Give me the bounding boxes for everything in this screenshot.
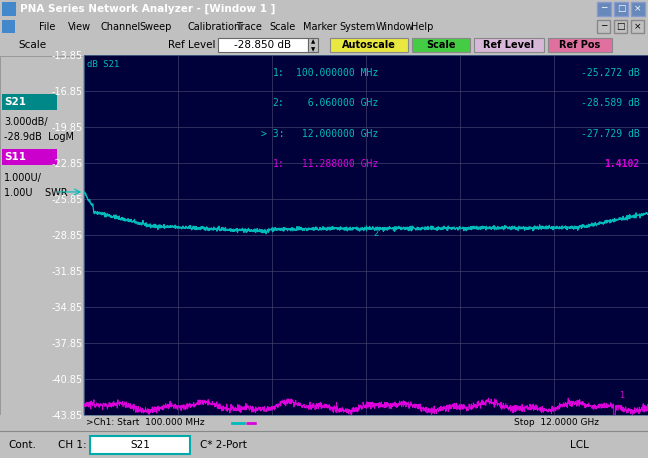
Bar — [614, 20, 627, 33]
Text: Cont.: Cont. — [8, 440, 36, 450]
Text: Sweep: Sweep — [139, 22, 172, 32]
Text: Stop  12.0000 GHz: Stop 12.0000 GHz — [514, 418, 599, 427]
Text: dB S21: dB S21 — [87, 60, 119, 70]
Bar — [548, 38, 612, 52]
Text: □: □ — [616, 22, 625, 31]
Text: 1.00U    SWR: 1.00U SWR — [4, 188, 67, 198]
Text: Scale: Scale — [426, 40, 456, 50]
Text: 1: 1 — [619, 391, 624, 400]
Text: PNA Series Network Analyzer - [Window 1 ]: PNA Series Network Analyzer - [Window 1 … — [20, 4, 275, 14]
Text: Scale: Scale — [269, 22, 295, 32]
Bar — [2, 2, 16, 16]
Text: Autoscale: Autoscale — [342, 40, 396, 50]
Text: Channel: Channel — [100, 22, 141, 32]
Text: Calibration: Calibration — [188, 22, 241, 32]
Text: Ref Level: Ref Level — [483, 40, 535, 50]
Text: >Ch1: Start  100.000 MHz: >Ch1: Start 100.000 MHz — [86, 418, 205, 427]
Text: 2: 2 — [374, 229, 379, 239]
Text: -28.850 dB: -28.850 dB — [235, 40, 292, 50]
Text: -28.9dB  LogM: -28.9dB LogM — [4, 132, 74, 142]
Bar — [614, 2, 628, 16]
Text: View: View — [68, 22, 91, 32]
Text: Ref Level: Ref Level — [168, 40, 216, 50]
Bar — [631, 2, 645, 16]
Text: Help: Help — [411, 22, 434, 32]
Text: CH 1:: CH 1: — [58, 440, 87, 450]
Text: S11: S11 — [4, 152, 26, 162]
Bar — [597, 20, 610, 33]
Text: 1:: 1: — [272, 159, 284, 169]
Text: ×: × — [634, 5, 642, 13]
Bar — [90, 436, 190, 454]
Text: ▼: ▼ — [311, 48, 315, 53]
Text: Trace: Trace — [237, 22, 262, 32]
Text: 3.000dB/: 3.000dB/ — [4, 117, 47, 127]
Text: > 3:: > 3: — [260, 129, 284, 139]
Text: ─: ─ — [601, 5, 607, 13]
Text: -25.272 dB: -25.272 dB — [581, 68, 640, 77]
Text: S21: S21 — [4, 97, 26, 107]
Bar — [597, 2, 611, 16]
Bar — [474, 38, 544, 52]
Text: LCL: LCL — [570, 440, 589, 450]
Text: 1.000U/: 1.000U/ — [4, 173, 42, 183]
Text: System: System — [339, 22, 375, 32]
Bar — [412, 38, 470, 52]
Text: Marker: Marker — [303, 22, 336, 32]
Text: Window: Window — [376, 22, 414, 32]
Text: Ref Pos: Ref Pos — [559, 40, 601, 50]
Text: □: □ — [617, 5, 625, 13]
Text: S21: S21 — [130, 440, 150, 450]
Text: ─: ─ — [601, 22, 606, 31]
Text: 6.060000 GHz: 6.060000 GHz — [295, 98, 378, 108]
Bar — [2, 94, 57, 110]
Text: File: File — [39, 22, 55, 32]
Text: ▲: ▲ — [311, 39, 315, 44]
Text: 1:: 1: — [272, 68, 284, 77]
Text: 12.000000 GHz: 12.000000 GHz — [295, 129, 378, 139]
Text: C* 2-Port: C* 2-Port — [200, 440, 247, 450]
Bar — [330, 38, 408, 52]
Text: -28.589 dB: -28.589 dB — [581, 98, 640, 108]
Text: -27.729 dB: -27.729 dB — [581, 129, 640, 139]
Bar — [308, 38, 318, 52]
Bar — [218, 38, 308, 52]
Bar — [2, 149, 57, 165]
Text: Scale: Scale — [18, 40, 46, 50]
Text: 1.4102: 1.4102 — [605, 159, 640, 169]
Text: ×: × — [634, 22, 642, 31]
Text: 2:: 2: — [272, 98, 284, 108]
Text: 11.288000 GHz: 11.288000 GHz — [295, 159, 378, 169]
Text: 100.000000 MHz: 100.000000 MHz — [295, 68, 378, 77]
Bar — [631, 20, 644, 33]
Bar — [2, 20, 15, 33]
